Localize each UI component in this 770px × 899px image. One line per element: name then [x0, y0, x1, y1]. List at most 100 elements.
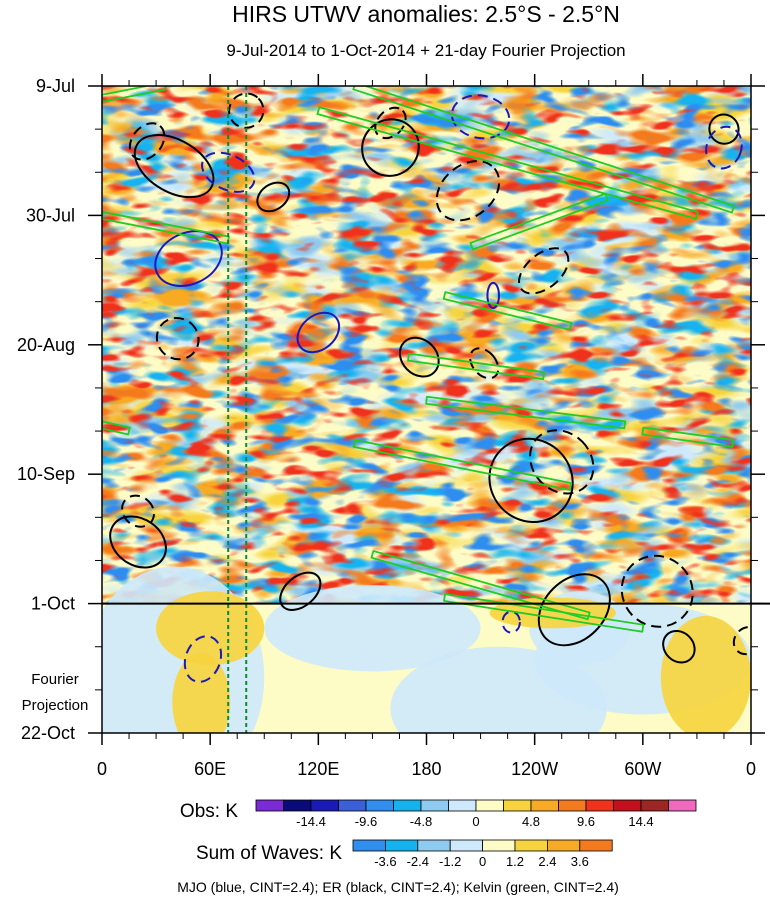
kelvin-contour-9	[370, 550, 591, 621]
x-tick-label-3: 180	[411, 759, 441, 779]
kelvin-contour-2	[316, 106, 699, 220]
kelvin-contour-1	[352, 86, 735, 214]
er-contour-2	[256, 181, 291, 213]
kelvin-contour-4	[469, 192, 609, 251]
mjo-contour-2	[296, 311, 341, 354]
cb2-label-2: -1.2	[439, 854, 461, 869]
kelvin-contour-0	[102, 86, 167, 103]
x-tick-label-6: 0	[746, 759, 756, 779]
cb2-label-5: 2.4	[538, 854, 556, 869]
er-contour-4	[155, 317, 200, 361]
x-tick-label-4: 120W	[511, 759, 558, 779]
cb1-swatch-8	[475, 799, 504, 812]
er-contour-14	[620, 554, 694, 628]
cb2-label-4: 1.2	[506, 854, 524, 869]
x-tick-label-5: 60W	[624, 759, 661, 779]
y-tick-label-4: 1-Oct	[31, 594, 75, 614]
cb1-swatch-13	[613, 799, 642, 812]
mjo-contour-5	[183, 635, 223, 683]
er-contour-0	[133, 134, 215, 199]
cb2-swatch-5	[514, 839, 548, 852]
y-tick-label-0: 9-Jul	[36, 76, 75, 96]
cb1-swatch-2	[310, 799, 339, 812]
cb1-label-1: -9.6	[355, 814, 377, 829]
kelvin-contour-6	[407, 352, 546, 380]
cb1-swatch-12	[585, 799, 614, 812]
cb2-swatch-0	[352, 839, 386, 852]
cb2-label-0: -3.6	[374, 854, 396, 869]
cb1-swatch-1	[283, 799, 312, 812]
er-contour-16	[518, 247, 570, 295]
y-axis: 9-Jul 30-Jul 20-Aug 10-Sep 1-Oct 22-Oct	[17, 76, 765, 743]
cb1-swatch-6	[420, 799, 449, 812]
kelvin-contour-12	[641, 426, 735, 448]
cb2-swatch-6	[547, 839, 581, 852]
er-contour-15	[662, 630, 696, 664]
kelvin-contour-7	[425, 395, 627, 430]
obs-colorbar: -14.4 -9.6 -4.8 0 4.8 9.6 14.4	[255, 799, 697, 829]
er-contour-11	[488, 437, 574, 523]
er-contour-20	[374, 106, 407, 140]
obs-colorbar-label: Obs: K	[180, 801, 238, 822]
cb2-label-1: -2.4	[407, 854, 429, 869]
x-tick-label-0: 0	[97, 759, 107, 779]
cb1-swatch-0	[255, 799, 284, 812]
cb1-swatch-9	[503, 799, 532, 812]
cb1-swatch-5	[393, 799, 422, 812]
projection-blob-1	[264, 585, 481, 672]
projection-blob-5	[156, 591, 265, 666]
er-contour-6	[121, 494, 156, 528]
cb1-label-0: -14.4	[296, 814, 326, 829]
kelvin-contour-10	[443, 593, 645, 633]
er-contour-9	[398, 336, 440, 378]
reference-longitudes	[227, 86, 248, 733]
cb1-swatch-7	[448, 799, 477, 812]
cb1-swatch-3	[338, 799, 367, 812]
contour-legend: MJO (blue, CINT=2.4); ER (black, CINT=2.…	[177, 879, 619, 895]
mjo-contour-0	[154, 230, 223, 287]
cb2-swatch-7	[579, 839, 613, 852]
mjo-contour-3	[450, 94, 511, 140]
waves-colorbar-label: Sum of Waves: K	[196, 843, 342, 864]
cb2-swatch-1	[384, 839, 419, 852]
chart-subtitle: 9-Jul-2014 to 1-Oct-2014 + 21-day Fourie…	[226, 41, 625, 60]
kelvin-contour-8	[352, 439, 573, 491]
cb1-label-6: 14.4	[628, 814, 653, 829]
mjo-contour-1	[201, 151, 256, 193]
er-contour-17	[708, 113, 740, 145]
anomaly-field	[102, 86, 751, 733]
cb1-label-2: -4.8	[410, 814, 432, 829]
cb1-swatch-10	[530, 799, 559, 812]
cb2-swatch-3	[449, 839, 484, 852]
field-layer-7	[102, 86, 751, 604]
mjo-contour-6	[486, 281, 500, 310]
cb2-swatch-2	[417, 839, 451, 852]
y-tick-label-3: 10-Sep	[17, 464, 75, 484]
x-tick-label-1: 60E	[194, 759, 226, 779]
er-contour-8	[435, 160, 501, 222]
projection-label-line1: Fourier	[31, 671, 79, 688]
cb2-swatch-4	[482, 839, 516, 852]
er-contour-3	[128, 122, 166, 161]
waves-colorbar: -3.6 -2.4 -1.2 0 1.2 2.4 3.6	[352, 839, 613, 869]
chart-title: HIRS UTWV anomalies: 2.5°S - 2.5°N	[232, 1, 620, 27]
er-contour-10	[469, 347, 500, 380]
mjo-contour-7	[501, 610, 521, 634]
plot-area	[102, 86, 751, 733]
y-tick-label-2: 20-Aug	[17, 335, 75, 355]
cb1-swatch-14	[640, 799, 669, 812]
cb1-swatch-4	[365, 799, 394, 812]
projection-label-line2: Projection	[22, 697, 89, 714]
er-contour-1	[228, 92, 265, 129]
y-tick-label-5: 22-Oct	[21, 723, 75, 743]
cb2-label-3: 0	[479, 854, 486, 869]
er-contour-13	[537, 573, 611, 647]
projection-blob-6	[172, 652, 230, 733]
cb1-label-5: 9.6	[577, 814, 595, 829]
x-tick-label-2: 120E	[297, 759, 339, 779]
x-axis: 0 60E 120E 180 120W 60W 0	[97, 74, 756, 779]
projection-blob-7	[660, 615, 751, 733]
y-tick-label-1: 30-Jul	[26, 205, 75, 225]
mjo-contour-4	[705, 125, 743, 170]
